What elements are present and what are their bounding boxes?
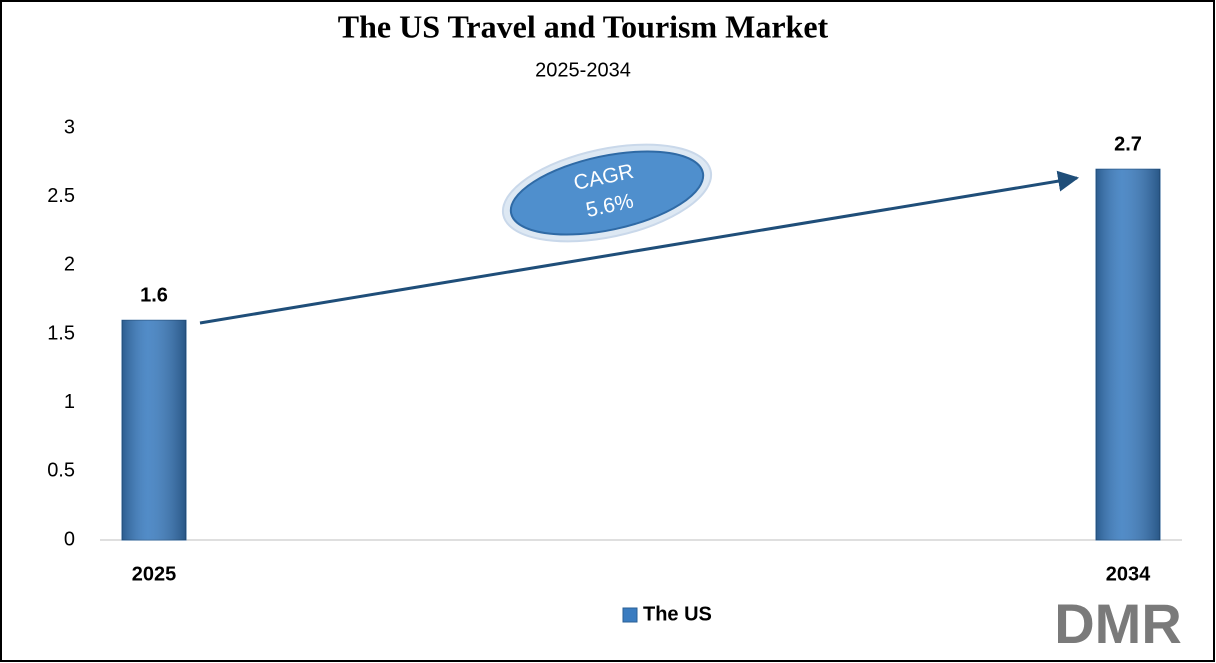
chart-title: The US Travel and Tourism Market [338, 8, 829, 44]
value-label: 1.6 [140, 285, 168, 307]
bar [121, 319, 187, 541]
x-tick-label: 2025 [132, 563, 177, 585]
y-tick-label: 1.5 [47, 322, 75, 344]
legend-label: The US [643, 603, 712, 625]
x-tick-label: 2034 [1106, 563, 1151, 585]
y-tick-label: 1 [64, 391, 75, 413]
value-label: 2.7 [1114, 133, 1142, 155]
logo: DMR [1054, 592, 1182, 655]
y-tick-label: 2 [64, 254, 75, 276]
y-tick-label: 3 [64, 116, 75, 138]
chart-subtitle: 2025-2034 [535, 59, 631, 81]
bar [1095, 168, 1161, 541]
y-tick-label: 2.5 [47, 185, 75, 207]
y-tick-label: 0.5 [47, 460, 75, 482]
cagr-bubble: CAGR 5.6% [501, 143, 713, 243]
trend-arrow [199, 170, 1080, 325]
legend-swatch [622, 607, 638, 623]
bubble [509, 150, 705, 236]
y-tick-label: 0 [64, 528, 75, 550]
